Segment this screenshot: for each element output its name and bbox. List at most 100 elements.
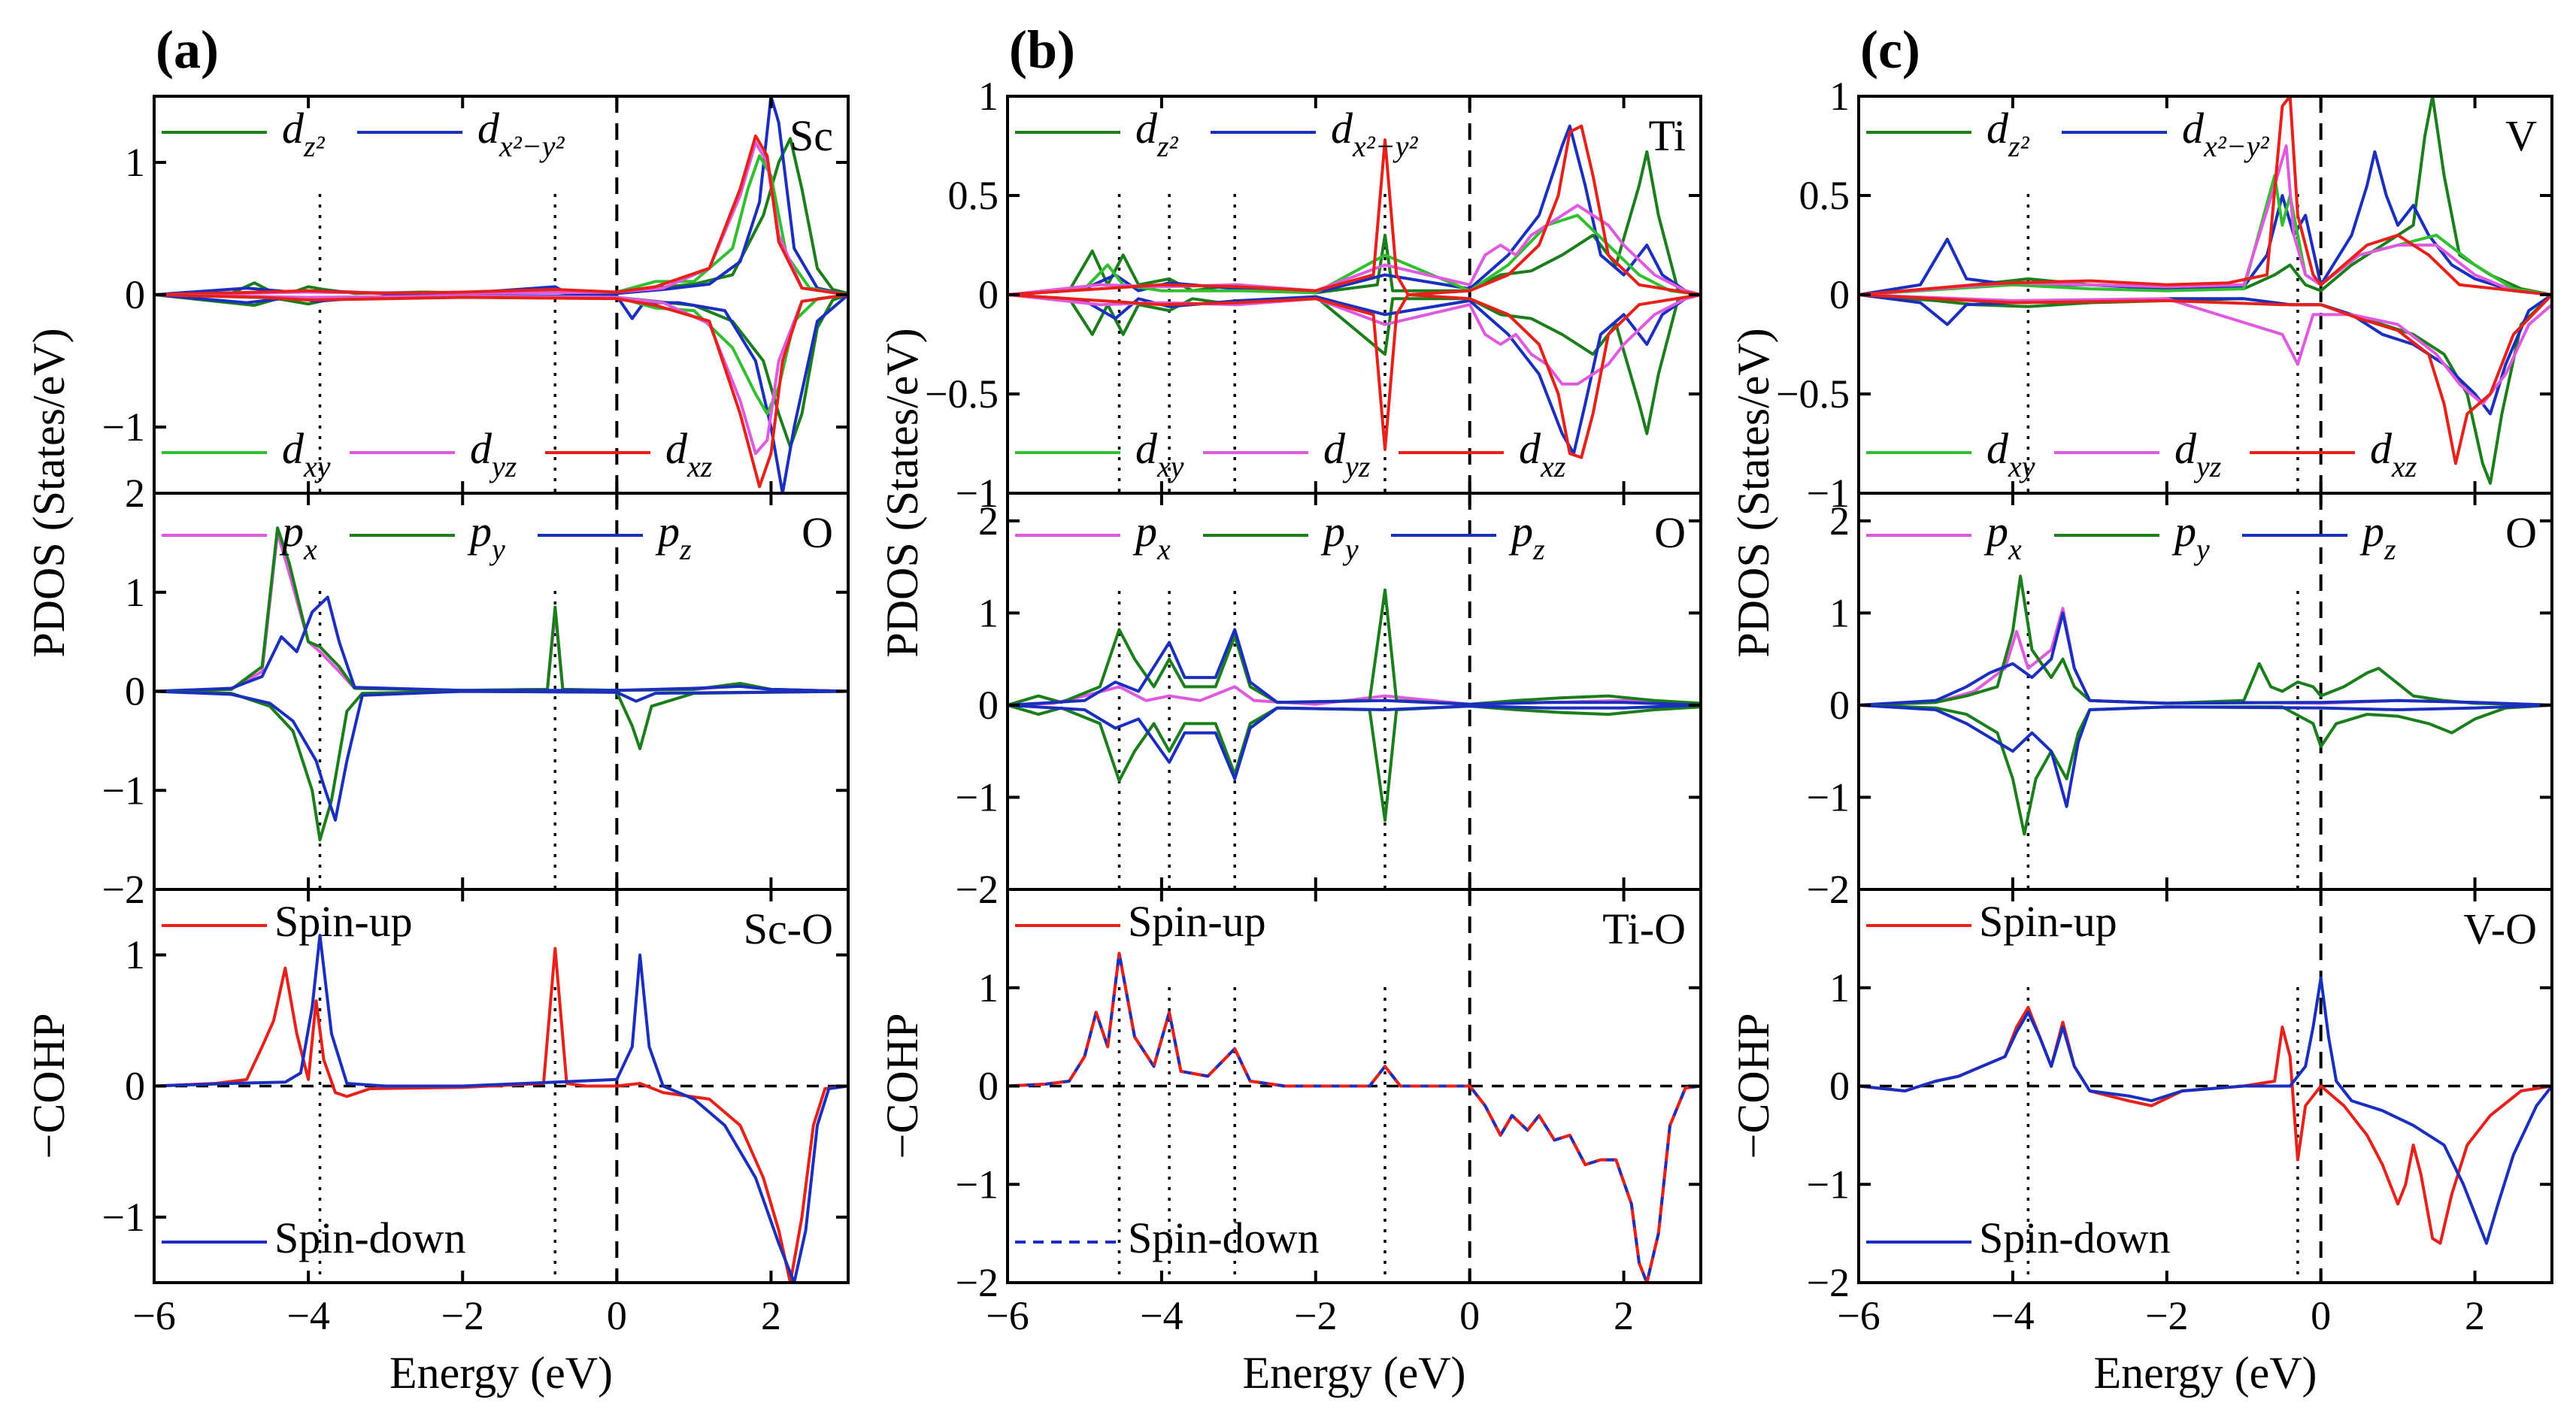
series-group (154, 934, 848, 1283)
subplot-COHP: −2 −1 0 1 2 Spin-up Spin-down Ti-O (956, 867, 1702, 1305)
y-tick-label: 0 (125, 669, 145, 714)
legend-subscript: yz (1342, 450, 1371, 483)
legend-label: pz (2359, 507, 2396, 566)
series-line-d-z2 (1859, 96, 2552, 296)
legend-main: p (2171, 507, 2196, 556)
subplot-COHP: −2 −1 0 1 2 Spin-up Spin-down V-O (1807, 867, 2553, 1305)
series-line-d-xz-down (1859, 293, 2552, 465)
legend: px py pz O (162, 507, 833, 566)
legend-item: dx²−y² (2062, 104, 2269, 163)
y-tick-label: −2 (956, 1260, 999, 1305)
y-tick-label: 1 (978, 590, 999, 635)
legend: Spin-up Spin-down Sc-O (162, 897, 833, 1262)
y-tick-label: 0 (1829, 272, 1850, 317)
legend-label: dyz (1323, 424, 1371, 483)
legend-label: dxy (282, 424, 331, 483)
legend-item: pz (2242, 507, 2396, 566)
legend-item: dyz (1203, 424, 1371, 483)
y-tick-label: −2 (1807, 867, 1850, 912)
y-axis-title-cohp: −COHP (1729, 1013, 1778, 1159)
legend-label: dx²−y² (2182, 104, 2269, 163)
series-line-d-z2 (1008, 150, 1701, 296)
series-line-d-z2-down (1008, 293, 1701, 435)
y-tick-label: −1 (956, 1162, 999, 1207)
legend-main: d (1323, 424, 1346, 473)
series-line-overlay (1008, 952, 1701, 1283)
legend-item: dz² (1015, 104, 1179, 163)
legend-main: p (2359, 507, 2384, 556)
y-tick-label: −1 (102, 404, 145, 450)
legend-item: dx²−y² (357, 104, 565, 163)
legend-item: dxy (1866, 424, 2035, 483)
y-tick-label: 1 (978, 965, 999, 1010)
y-tick-label: −2 (1807, 1260, 1850, 1305)
legend-main: p (655, 507, 680, 556)
legend-subscript: xz (686, 450, 713, 483)
legend-subscript: x²−y² (499, 129, 565, 163)
legend-label: dxy (1987, 424, 2035, 483)
legend-label: Spin-up (274, 897, 413, 946)
legend-subscript: z (679, 532, 692, 566)
series-line-d-xz (1859, 96, 2552, 296)
y-tick-label: −1 (956, 471, 999, 516)
x-tick-label: 0 (607, 1293, 627, 1338)
element-label: V (2505, 111, 2537, 160)
legend-item: Spin-down (1866, 1213, 2171, 1262)
series-line-spin-up (154, 947, 848, 1283)
legend-label: dyz (2174, 424, 2222, 483)
legend-subscript: x²−y² (2203, 129, 2269, 163)
series-line-d-xy (1859, 174, 2552, 296)
legend-item: dyz (350, 424, 517, 483)
legend-main: d (1987, 104, 2009, 153)
legend-main: d (1519, 424, 1541, 473)
series-group (1008, 588, 1701, 823)
legend-subscript: x (1156, 532, 1171, 566)
y-tick-label: −1 (1807, 471, 1850, 516)
legend-item: py (350, 507, 505, 566)
series-line-p-y (1859, 574, 2552, 707)
legend-label: Spin-up (1979, 897, 2117, 946)
y-tick-label: 0 (1829, 1064, 1850, 1109)
legend-subscript: xy (2008, 450, 2035, 483)
element-label: O (2505, 508, 2537, 557)
legend-subscript: yz (2193, 450, 2222, 483)
legend-main: d (282, 424, 305, 473)
y-tick-label: −2 (102, 867, 145, 912)
legend-label: Spin-down (274, 1213, 466, 1262)
series-line-spin-down (1008, 952, 1701, 1283)
y-tick-label: 0.5 (1799, 173, 1850, 218)
series-group (1859, 96, 2552, 485)
x-axis-title: Energy (eV) (1242, 1348, 1465, 1398)
legend-subscript: z² (1156, 129, 1179, 163)
series-line-d-yz-down (1859, 293, 2552, 406)
y-axis-title-pdos: PDOS (States/eV) (1729, 328, 1778, 657)
legend-item: pz (538, 507, 692, 566)
legend-label: py (467, 507, 505, 566)
legend-main: d (1987, 424, 2009, 473)
legend-label: dxz (665, 424, 713, 483)
y-axis-title-pdos: PDOS (States/eV) (877, 328, 927, 657)
x-tick-label: −4 (1140, 1293, 1183, 1338)
legend-subscript: y (2193, 532, 2210, 566)
legend: Spin-up Spin-down Ti-O (1015, 897, 1686, 1262)
x-tick-label: −4 (1991, 1293, 2034, 1338)
y-tick-label: 2 (1829, 867, 1850, 912)
legend-subscript: y (489, 532, 505, 566)
legend-item: px (1015, 507, 1171, 566)
legend-label: dz² (1987, 104, 2030, 163)
legend-label: dxz (2370, 424, 2417, 483)
series-line-d-xz (1008, 124, 1701, 296)
legend-item: py (2054, 507, 2210, 566)
series-line-p-z (154, 595, 848, 693)
x-tick-label: −6 (986, 1293, 1029, 1338)
legend-main: p (1984, 507, 2008, 556)
series-line-d-xy (1008, 214, 1701, 296)
y-tick-label: 1 (125, 932, 145, 977)
legend-label: dx²−y² (1331, 104, 1418, 163)
